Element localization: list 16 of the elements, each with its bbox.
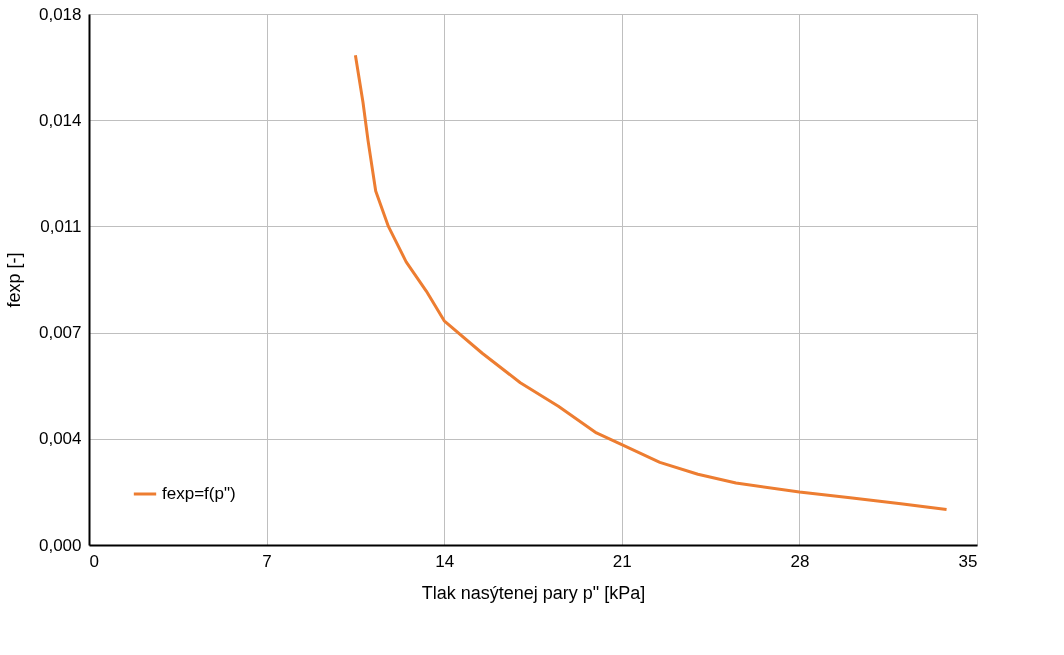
y-tick-label: 0,011 bbox=[40, 216, 82, 236]
legend-label: fexp=f(p") bbox=[162, 484, 236, 503]
y-tick-label: 0,007 bbox=[38, 323, 82, 343]
y-tick-label: 0,004 bbox=[38, 429, 82, 449]
y-tick-label: 0,018 bbox=[38, 4, 82, 24]
y-tick-label: 0,000 bbox=[38, 535, 82, 555]
x-axis-title: Tlak nasýtenej pary p" [kPa] bbox=[421, 582, 646, 603]
x-tick-label: 35 bbox=[958, 551, 978, 571]
x-tick-label: 0 bbox=[89, 551, 99, 571]
line-series bbox=[353, 53, 949, 512]
x-tick-label: 7 bbox=[262, 551, 272, 571]
x-tick-label: 28 bbox=[790, 551, 810, 571]
x-tick-label: 14 bbox=[435, 551, 455, 571]
y-axis-title: fexp [-] bbox=[3, 252, 24, 308]
x-tick-label: 21 bbox=[612, 551, 632, 571]
y-tick-label: 0,014 bbox=[38, 110, 82, 130]
